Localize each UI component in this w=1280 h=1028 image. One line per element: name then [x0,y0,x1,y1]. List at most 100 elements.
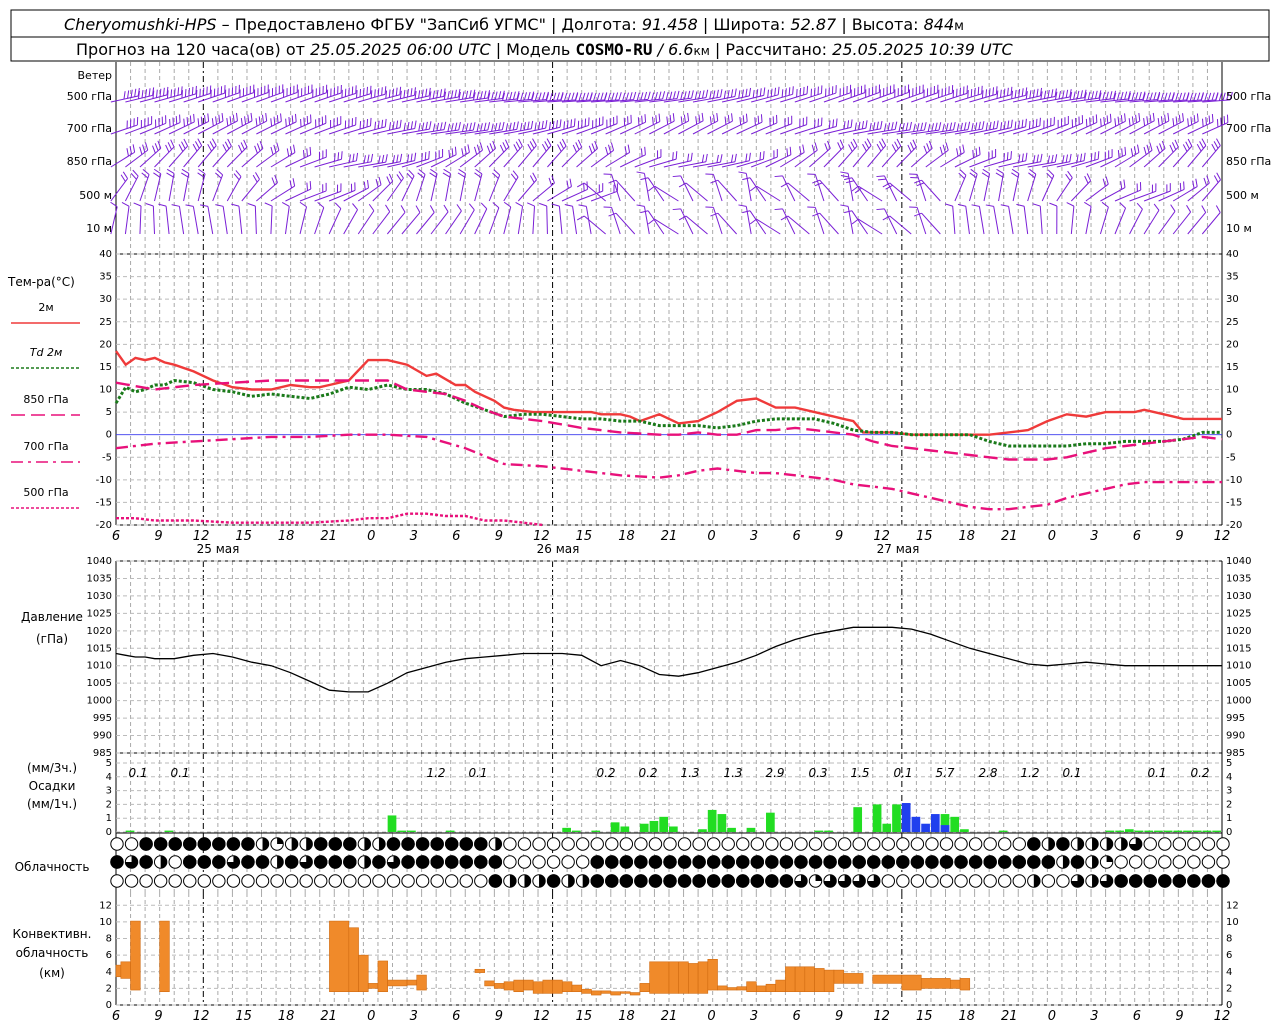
wind-barb-shaft [431,212,448,234]
wind-barb-flag [455,123,457,131]
wind-barb-flag [713,90,714,98]
wind-barb-shaft [431,155,456,167]
wind-barb-flag [429,121,430,129]
precip-bar-rain [873,804,882,832]
wind-barb-flag [360,89,361,97]
wind-barb-flag [408,154,409,162]
cloud-symbol [853,838,865,850]
wind-barb-flag [914,213,921,216]
wind-barb-shaft [882,146,901,167]
wind-barb-flag [187,117,188,125]
wind-barb-flag [1067,203,1074,207]
wind-barb-flag [167,169,174,173]
precip-total-label: 2.8 [978,766,997,780]
wind-barb-flag [725,117,726,125]
cloud-symbol [926,838,938,850]
cloud-symbol [1173,856,1185,868]
wind-barb-flag [369,204,374,211]
pressure-tick-right: 1010 [1226,661,1251,672]
wind-barb-flag [210,141,214,148]
wind-barb-flag [1118,150,1119,158]
cloud-symbol [868,838,880,850]
wind-barb-flag [659,92,661,100]
pressure-tick-right: 1020 [1226,626,1251,637]
wind-barb-flag [199,169,206,174]
cloud-symbol [344,875,356,887]
wind-barb-flag [459,122,461,130]
wind-barb-shaft [713,207,722,234]
wind-barb-flag [513,171,518,177]
conv-tick-left: 12 [99,900,112,911]
wind-barb-flag [1139,113,1140,121]
wind-barb-flag [1196,179,1197,187]
wind-barb-flag [166,145,169,152]
wind-barb-flag [997,91,998,99]
wind-barb-shaft [815,174,824,201]
wind-barb-flag [266,113,267,121]
wind-barb-flag [385,119,386,127]
wind-barb-flag [1125,113,1126,121]
precip-tick-left: 3 [106,786,112,797]
wind-barb-shaft [1202,213,1220,234]
wind-barb-flag [594,93,596,101]
wind-barb-flag [979,147,980,155]
wind-barb-shaft [285,189,310,201]
precip-unit-3h: (мм/3ч.) [27,761,77,775]
convective-cloud-bar [766,984,776,991]
temp-tick-right: -10 [1226,475,1242,486]
wind-barb-flag [400,87,401,95]
cloud-symbol-partial [1063,856,1069,868]
wind-barb-shaft [780,125,806,134]
convective-cloud-bar [494,983,504,988]
cloud-symbol-partial [524,875,530,887]
wind-barb-flag [251,113,252,121]
wind-barb-flag [946,143,948,151]
convective-cloud-bar [873,975,902,983]
wind-barb-flag [407,173,413,179]
cloud-symbol [1115,856,1127,868]
wind-barb-flag [913,140,916,147]
precip-bar-rain [659,817,668,832]
t500-line [116,514,543,525]
wind-barb-shaft [853,146,871,167]
wind-barb-flag [760,152,761,160]
cloud-symbol-full [911,856,923,868]
wind-barb-shaft [824,93,850,102]
cloud-symbol [1057,875,1069,887]
cloud-symbol-full [169,838,181,850]
wind-barb-flag [448,124,450,132]
wind-barb-flag [863,144,867,151]
cloud-symbol [315,875,327,887]
wind-barb-flag [212,139,216,146]
wind-barb-flag [542,121,543,129]
pressure-tick-left: 1030 [87,591,112,602]
wind-barb-flag [1008,121,1009,129]
wind-barb-flag [484,91,486,99]
wind-barb-flag [558,144,562,151]
precip-total-label: 2.9 [765,766,784,780]
conv-tick-left: 4 [106,967,112,978]
cloud-symbol [533,856,545,868]
wind-barb-flag [1183,113,1184,121]
wind-barb-shaft [757,219,781,234]
wind-barb-shaft [387,212,405,234]
time-tick-label: 9 [154,529,162,544]
wind-barb-flag [462,124,464,132]
pressure-tick-left: 1015 [87,643,112,654]
wind-barb-flag [1208,93,1210,101]
wind-barb-shaft [271,153,295,167]
time-tick-label: 3 [1090,529,1098,544]
wind-barb-shaft [460,150,482,167]
wind-barb-flag [844,178,852,180]
wind-barb-shaft [533,127,560,134]
wind-barb-flag [673,91,675,99]
temp-tick-left: 20 [99,339,112,350]
wind-barb-flag [259,116,260,124]
model-name: COSMO-RU [575,40,652,59]
wind-barb-flag [200,205,208,207]
wind-barb-flag [364,182,365,190]
cloud-symbol [882,838,894,850]
wind-barb-flag [973,150,974,158]
wind-barb-flag [852,186,858,191]
cloud-symbol-full [693,856,705,868]
